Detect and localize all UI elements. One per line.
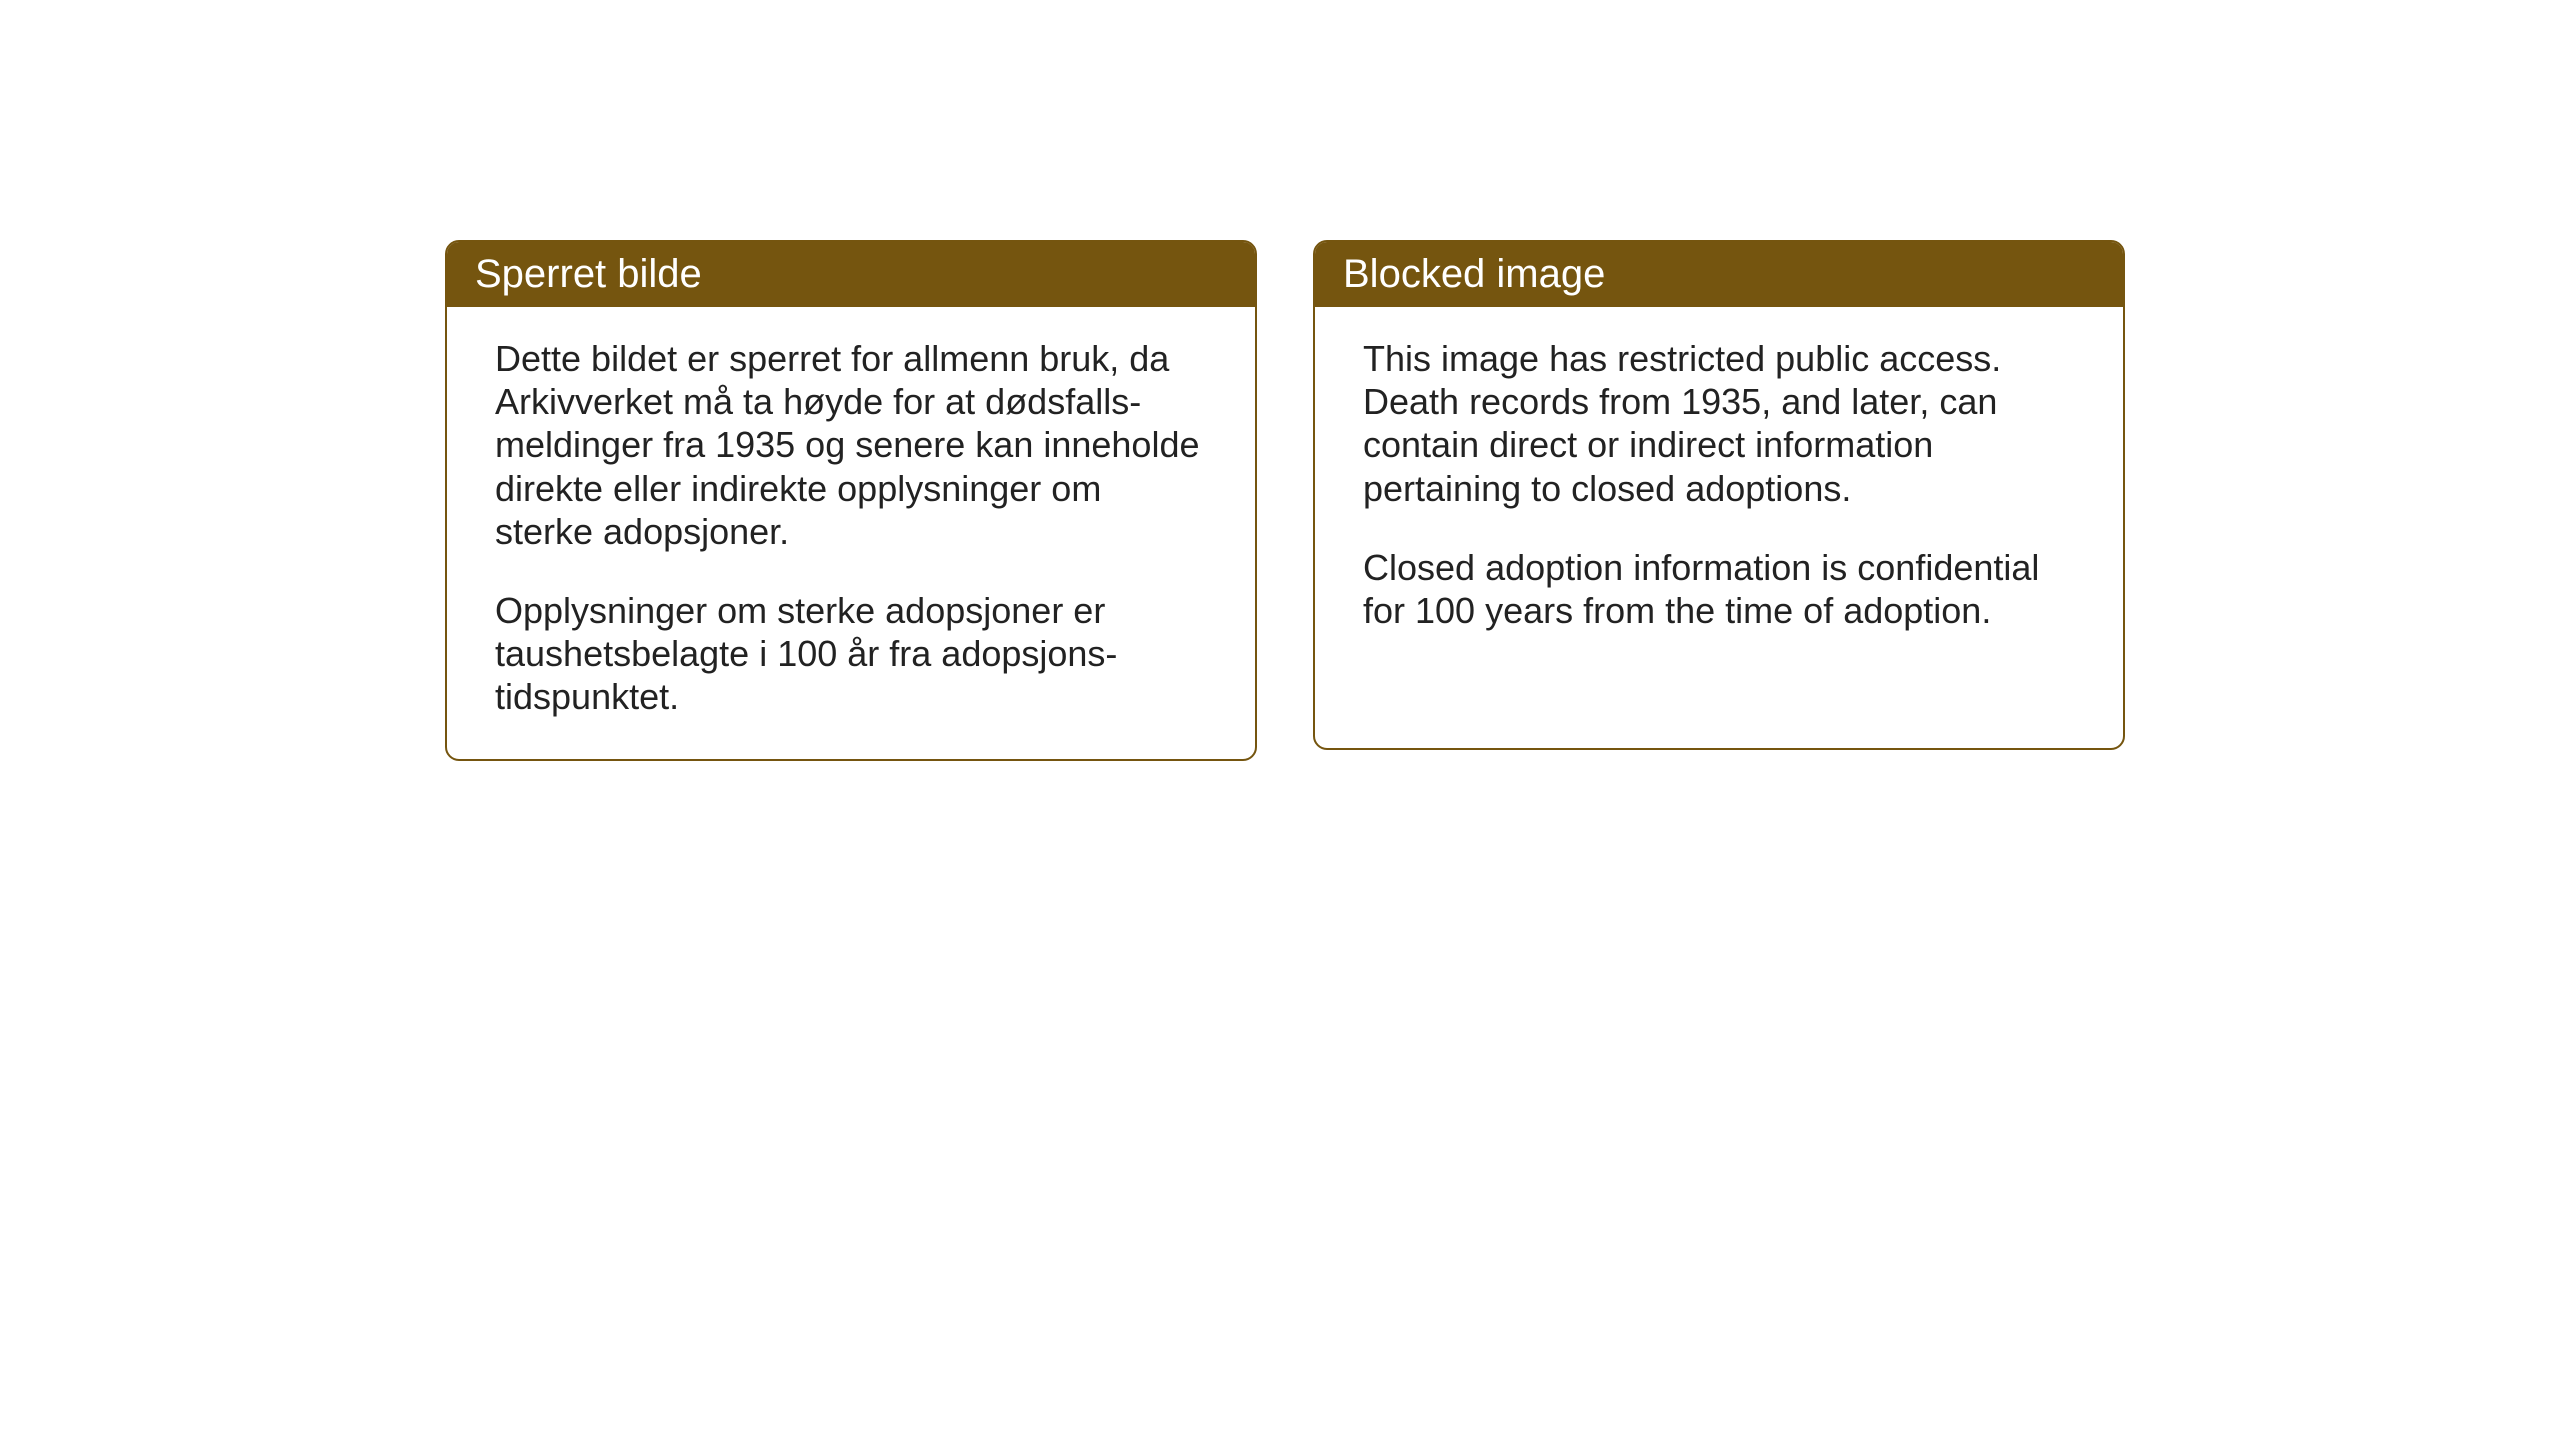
norwegian-paragraph-2: Opplysninger om sterke adopsjoner er tau…: [495, 589, 1207, 719]
norwegian-notice-card: Sperret bilde Dette bildet er sperret fo…: [445, 240, 1257, 761]
english-paragraph-2: Closed adoption information is confident…: [1363, 546, 2075, 632]
norwegian-card-body: Dette bildet er sperret for allmenn bruk…: [447, 307, 1255, 759]
english-notice-card: Blocked image This image has restricted …: [1313, 240, 2125, 750]
english-card-header: Blocked image: [1315, 242, 2123, 307]
english-card-title: Blocked image: [1343, 252, 1605, 296]
norwegian-paragraph-1: Dette bildet er sperret for allmenn bruk…: [495, 337, 1207, 553]
notice-cards-container: Sperret bilde Dette bildet er sperret fo…: [445, 240, 2125, 761]
english-card-body: This image has restricted public access.…: [1315, 307, 2123, 672]
english-paragraph-1: This image has restricted public access.…: [1363, 337, 2075, 510]
norwegian-card-title: Sperret bilde: [475, 252, 702, 296]
norwegian-card-header: Sperret bilde: [447, 242, 1255, 307]
